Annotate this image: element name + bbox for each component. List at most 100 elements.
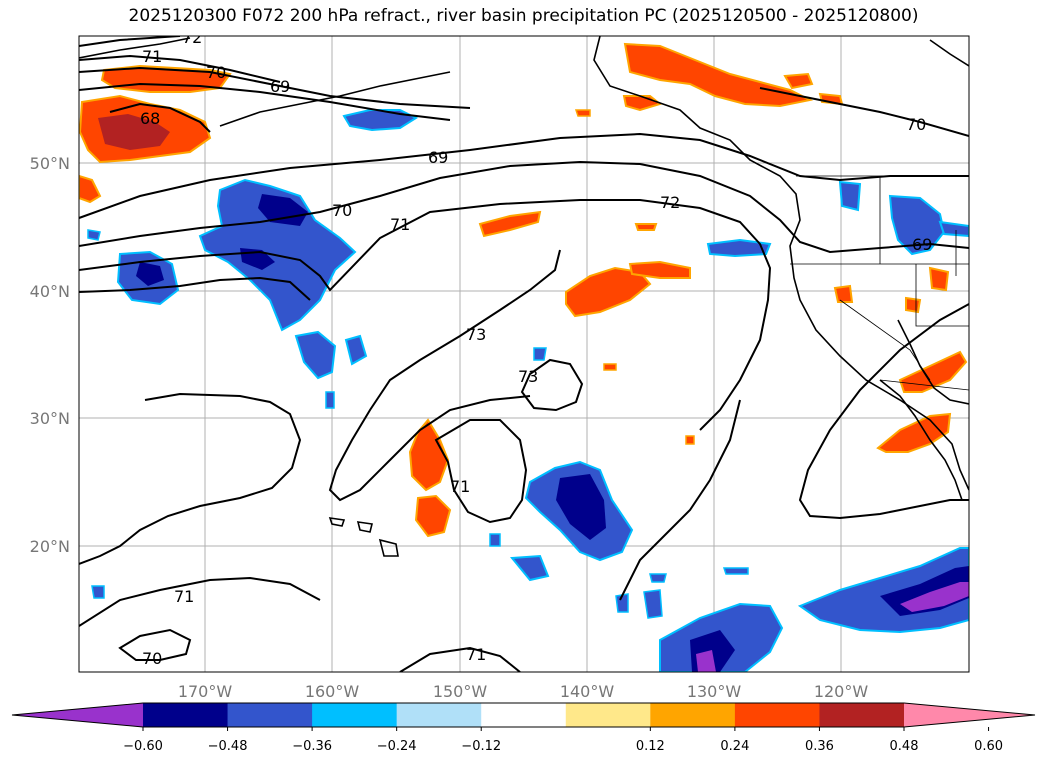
- contour-label: 69: [270, 77, 290, 96]
- colorbar-extend-low: [12, 703, 143, 727]
- colorbar-tick-label: −0.48: [208, 739, 248, 754]
- precip-patch: [615, 593, 629, 613]
- contour-72-north: [79, 36, 181, 47]
- contour-label: 71: [174, 587, 194, 606]
- colorbar-tick-label: −0.36: [292, 739, 332, 754]
- colorbar-segment: [312, 703, 398, 727]
- precip-patch: [325, 391, 335, 409]
- contour-labels: 72 71 70 69 68 69 70 71 72 70 69 73 73 7…: [140, 28, 932, 668]
- precip-patch: [905, 296, 922, 314]
- precip-patch: [898, 350, 968, 393]
- colorbar-segment: [650, 703, 736, 727]
- precip-patch: [838, 180, 862, 212]
- hawaii-island: [356, 521, 373, 533]
- contour-label: 71: [466, 645, 486, 664]
- contour-72-east: [798, 303, 969, 520]
- contour-71-loop: [434, 419, 528, 524]
- precip-patch: [258, 194, 308, 226]
- precip-patch: [649, 573, 667, 583]
- precip-patch: [628, 260, 691, 279]
- contour-label: 68: [140, 109, 160, 128]
- precip-patch: [900, 582, 969, 612]
- contour-label: 69: [912, 235, 932, 254]
- precip-patch: [478, 210, 542, 238]
- colorbar-segment: [481, 703, 567, 727]
- map-area: [79, 36, 969, 672]
- colorbar-segment: [396, 703, 482, 727]
- lat-label-20n: 20°N: [30, 537, 70, 556]
- precip-patch: [685, 435, 695, 445]
- precip-patch: [510, 554, 550, 582]
- precip-patch: [533, 347, 547, 361]
- contour-70-south: [118, 628, 192, 661]
- contour-73-inner: [520, 358, 584, 412]
- gridlines: [79, 36, 969, 672]
- colorbar-tick-label: −0.12: [461, 739, 501, 754]
- chart-title: 2025120300 F072 200 hPa refract., river …: [128, 6, 919, 26]
- precip-patch: [91, 585, 105, 599]
- contour-70-mid: [79, 160, 969, 254]
- precip-patch: [888, 194, 946, 256]
- inland-coast: [897, 319, 969, 405]
- colorbar-segment: [819, 703, 905, 727]
- north-america-coast: [593, 36, 969, 491]
- precip-patch: [833, 284, 854, 303]
- contour-71-mid: [79, 199, 772, 431]
- great-lakes-coast: [929, 39, 969, 67]
- lon-label-150w: 150°W: [433, 682, 488, 701]
- map-frame: [78, 35, 970, 673]
- contour-label: 71: [142, 47, 162, 66]
- contour-70-north: [79, 66, 471, 109]
- contour-label: 72: [182, 28, 202, 47]
- precip-patch: [87, 229, 101, 241]
- colorbar-segment: [734, 703, 820, 727]
- contour-lines: [79, 36, 969, 672]
- contour-72-mid: [79, 276, 311, 301]
- precip-patch: [603, 363, 617, 371]
- contour-71-bottom: [399, 646, 521, 672]
- contour-69-mid: [79, 132, 969, 219]
- precip-patch: [643, 589, 663, 619]
- colorbar-tick-label: 0.48: [890, 739, 919, 754]
- colorbar-segment: [227, 703, 313, 727]
- hawaii-island: [328, 517, 346, 527]
- contour-label: 71: [450, 477, 470, 496]
- latitude-labels: 50°N 40°N 30°N 20°N: [30, 154, 70, 556]
- contour-71-north: [79, 54, 281, 83]
- colorbar: −0.60 −0.48 −0.36 −0.24 −0.12 0.12 0.24 0.36 0.4…: [11, 702, 1036, 754]
- lon-label-140w: 140°W: [560, 682, 615, 701]
- contour-label: 73: [518, 367, 538, 386]
- precip-patch: [565, 266, 652, 318]
- precip-patch: [938, 220, 969, 238]
- precip-patch: [294, 330, 337, 380]
- longitude-labels: 170°W 160°W 150°W 140°W 130°W 120°W: [178, 682, 869, 701]
- contour-72-south: [79, 392, 302, 565]
- precip-patch: [722, 567, 749, 575]
- contour-label: 70: [332, 201, 352, 220]
- precip-patch: [696, 650, 716, 672]
- lon-label-120w: 120°W: [814, 682, 869, 701]
- precip-patch: [556, 474, 606, 540]
- lat-label-40n: 40°N: [30, 282, 70, 301]
- colorbar-tick-label: 0.60: [974, 739, 1003, 754]
- contour-69-north: [79, 82, 451, 121]
- precip-patch: [136, 262, 164, 286]
- alaska-coast: [79, 37, 191, 59]
- lat-label-30n: 30°N: [30, 409, 70, 428]
- lon-label-160w: 160°W: [305, 682, 360, 701]
- precip-patch: [98, 114, 170, 150]
- colorbar-tick-label: 0.12: [636, 739, 665, 754]
- colorbar-segment: [565, 703, 651, 727]
- precip-patch: [79, 174, 102, 204]
- precip-patch: [344, 334, 368, 366]
- lat-label-50n: 50°N: [30, 154, 70, 173]
- precip-patch: [706, 238, 772, 258]
- precip-patch: [489, 533, 501, 547]
- contour-label: 70: [142, 649, 162, 668]
- precip-patch: [623, 42, 814, 108]
- colorbar-tick-label: 0.36: [805, 739, 834, 754]
- precip-patch: [634, 223, 658, 231]
- colorbar-tick-label: −0.60: [123, 739, 163, 754]
- precip-patch: [783, 72, 814, 90]
